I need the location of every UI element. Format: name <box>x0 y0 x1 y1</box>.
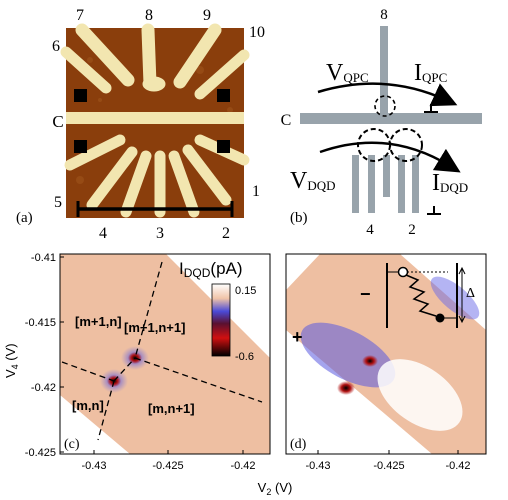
gate-number-9: 9 <box>203 7 211 24</box>
panel-a-label: (a) <box>16 210 33 226</box>
x-tick-label: -0.43 <box>305 460 330 472</box>
i-qpc-label: IQPC <box>414 60 447 86</box>
sem-gate-8-tip <box>142 76 166 92</box>
delta-label: Δ <box>466 286 475 301</box>
schematic-bottom-gate <box>352 155 359 213</box>
data-map-c <box>60 254 270 454</box>
gate-number-2: 2 <box>222 225 230 242</box>
x-tick-label: -0.42 <box>445 460 470 472</box>
v-dqd-label: VDQD <box>290 168 336 194</box>
sem-gate-5 <box>64 134 126 171</box>
gate-label-c: C <box>52 112 63 131</box>
white-region <box>377 359 463 431</box>
x-tick-label: -0.425 <box>152 460 183 472</box>
blue-band <box>300 322 396 388</box>
inset-schematic: Δ <box>386 263 475 328</box>
sem-gate-4a <box>86 146 138 211</box>
panel-c-label: (c) <box>64 437 80 452</box>
i-dqd-label: IDQD <box>432 170 468 196</box>
schematic-bottom-gate <box>398 155 405 213</box>
y-ticks <box>60 256 64 453</box>
region-label: [m,n+1] <box>148 401 195 416</box>
dqd-current-arrow <box>319 141 461 173</box>
qpc-current-arrow <box>317 82 458 107</box>
v-qpc-label: VQPC <box>326 60 369 86</box>
dark-feature <box>337 381 355 395</box>
sem-gates <box>60 23 250 218</box>
x-axis-label: V2 (V) <box>258 480 293 497</box>
dark-feature <box>362 355 378 367</box>
schematic-gate-c <box>300 113 482 124</box>
blue-band <box>430 276 480 320</box>
region-label: [m+1,n] <box>75 314 122 329</box>
region-label: [m+1,n+1] <box>124 320 185 335</box>
sem-gate-10 <box>194 49 250 100</box>
x-tick-label: -0.42 <box>230 460 255 472</box>
sem-gate-9 <box>173 23 222 89</box>
plus-marker: + <box>292 327 303 347</box>
x-tick-label: -0.43 <box>81 460 106 472</box>
gate-number-5: 5 <box>54 194 62 211</box>
sem-gate-4b <box>120 150 152 218</box>
plot-frame-c-border <box>59 253 271 455</box>
gate-number-7: 7 <box>76 7 84 24</box>
contact-square <box>217 89 230 102</box>
contact-square <box>74 89 87 102</box>
y-axis-label: V4 (V) <box>3 343 20 378</box>
colorbar-min: -0.6 <box>235 351 254 363</box>
panel-d: + − Δ (d) -0.43 -0.425 -0.42 <box>285 253 487 472</box>
schematic-gate-8 <box>380 26 388 114</box>
qpc-circle <box>374 95 396 117</box>
y-tick-label: -0.415 <box>25 317 56 329</box>
y-tick-label: -0.425 <box>25 447 56 459</box>
plot-frame-d-border <box>285 253 487 455</box>
y-tick-label: -0.42 <box>31 382 56 394</box>
sem-gate-8 <box>141 23 157 91</box>
sem-gate-c <box>66 112 244 124</box>
colorbar <box>211 283 231 357</box>
gate-number-1: 1 <box>252 183 260 200</box>
sem-gate-6 <box>60 46 112 94</box>
panel-b: 8 C 4 2 VQPC IQPC VDQD IDQD (b) <box>281 7 482 238</box>
x-ticks-d <box>317 450 459 454</box>
schematic-gate-c-label: C <box>281 112 292 129</box>
contact-square <box>217 140 230 153</box>
sem-gate-7 <box>75 23 135 87</box>
panel-b-label: (b) <box>290 210 308 226</box>
panel-c: [m+1,n] [m+1,n+1] [m,n] [m,n+1] IDQD(pA)… <box>3 252 271 472</box>
schematic-gate-4-label: 4 <box>366 222 374 238</box>
gate-number-10: 10 <box>249 24 265 41</box>
schematic-gate-8-label: 8 <box>380 7 388 23</box>
contact-square <box>74 140 87 153</box>
schematic-bottom-gate <box>368 155 375 213</box>
y-tick-label: -0.41 <box>31 252 56 264</box>
gate-number-3: 3 <box>156 225 164 242</box>
minus-marker: − <box>360 284 371 304</box>
gate-number-8: 8 <box>145 7 153 24</box>
region-label: [m,n] <box>72 398 104 413</box>
colorbar-title: IDQD(pA) <box>179 259 243 280</box>
x-ticks-c <box>93 450 244 454</box>
gate-number-6: 6 <box>52 38 60 55</box>
charge-boundaries <box>61 261 263 441</box>
schematic-gate-2-label: 2 <box>408 222 416 238</box>
panel-a: 7 8 9 10 6 C 5 1 4 3 2 (a) <box>16 7 265 242</box>
gate-number-4: 4 <box>99 225 107 242</box>
schematic-bottom-gate <box>383 155 390 197</box>
panel-d-label: (d) <box>290 437 307 452</box>
colorbar-max: 0.15 <box>235 285 256 297</box>
sem-gate-2a <box>168 150 200 218</box>
sem-gate-2b <box>182 144 232 206</box>
x-tick-label: -0.425 <box>373 460 404 472</box>
schematic-bottom-gate <box>412 155 419 213</box>
